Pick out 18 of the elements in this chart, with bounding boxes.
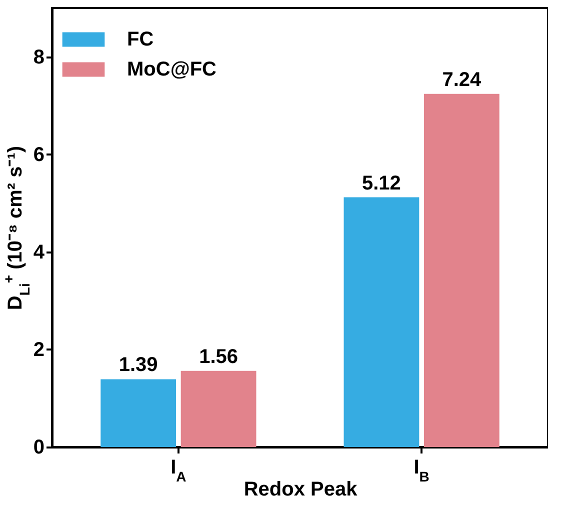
bar [344, 197, 420, 447]
bar [180, 370, 256, 447]
y-tick-label: 4 [33, 241, 46, 264]
legend-label: MoC@FC [127, 58, 216, 80]
y-tick-label: 6 [33, 144, 44, 166]
x-tick-label: I$_{B}$ [414, 456, 430, 484]
bar [424, 94, 500, 447]
data-label: 5.12 [362, 172, 401, 194]
y-tick-label: 0 [33, 436, 44, 458]
x-tick-label: I$_{A}$ [170, 456, 186, 484]
legend-label: FC [127, 28, 154, 50]
data-label: 1.39 [118, 354, 158, 376]
bar [100, 379, 176, 447]
y-tick-label: 8 [33, 46, 44, 68]
data-label: 7.24 [442, 68, 482, 91]
data-label: 1.56 [199, 346, 238, 368]
y-tick-label: 2 [33, 338, 44, 361]
x-axis-title: Redox Peak [244, 478, 358, 500]
